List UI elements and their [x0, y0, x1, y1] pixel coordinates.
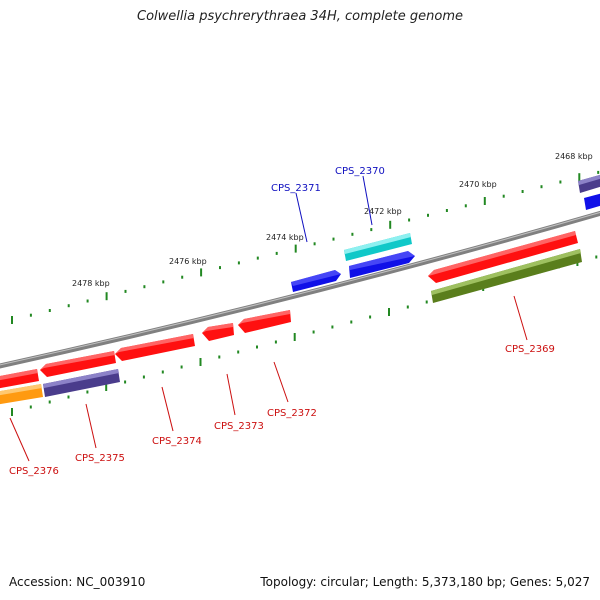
scale-label-2474: 2474 kbp	[266, 233, 304, 242]
gene-cps2369-a[interactable]	[428, 231, 578, 283]
leader-cps2373	[226, 373, 236, 416]
gene-cps2371[interactable]	[291, 270, 341, 292]
map-title: Colwellia psychrerythraea 34H, complete …	[137, 9, 463, 24]
leader-cps2374	[161, 386, 174, 432]
scale-label-2478: 2478 kbp	[72, 279, 110, 288]
leader-cps2370	[362, 175, 373, 226]
gene-label-cps2375[interactable]: CPS_2375	[75, 453, 125, 464]
gene-labels: CPS_2370 CPS_2371 CPS_2369 CPS_2372 CPS_…	[9, 166, 555, 477]
scale-label-2470: 2470 kbp	[459, 180, 497, 189]
gene-cps2373[interactable]	[202, 323, 234, 341]
forward-genes	[291, 174, 600, 292]
gene-label-cps2376[interactable]: CPS_2376	[9, 466, 59, 477]
gene-cps2370[interactable]	[349, 251, 415, 278]
leader-cps2371	[295, 192, 308, 243]
gene-cps2375-b[interactable]	[43, 369, 120, 397]
leader-cps2369	[513, 295, 528, 341]
gene-cps2372[interactable]	[238, 310, 291, 333]
gene-label-cps2374[interactable]: CPS_2374	[152, 436, 202, 447]
accession-text: Accession: NC_003910	[9, 575, 146, 589]
genome-summary-text: Topology: circular; Length: 5,373,180 bp…	[260, 575, 590, 589]
forward-scale-ticks	[11, 170, 600, 324]
gene-cps2374[interactable]	[115, 334, 195, 361]
leader-cps2375	[85, 403, 97, 449]
gene-label-cps2369[interactable]: CPS_2369	[505, 344, 555, 355]
leader-cps2376	[9, 417, 30, 462]
leader-cps2372	[273, 361, 289, 403]
gene-cps2375-a[interactable]	[40, 351, 116, 377]
scale-label-2468: 2468 kbp	[555, 152, 593, 161]
gene-cps2369-b[interactable]	[431, 249, 582, 303]
gene-label-cps2373[interactable]: CPS_2373	[214, 421, 264, 432]
gene-cps2376-b[interactable]	[0, 384, 43, 405]
gene-label-cps2370[interactable]: CPS_2370	[335, 166, 385, 177]
genome-backbone	[0, 210, 600, 369]
scale-labels: 2468 kbp 2470 kbp 2472 kbp 2474 kbp 2476…	[72, 152, 593, 288]
genome-backbone-highlight	[0, 211, 600, 366]
gene-right-blue[interactable]	[584, 193, 600, 210]
gene-cps2376-a[interactable]	[0, 369, 39, 389]
gene-label-cps2371[interactable]: CPS_2371	[271, 183, 321, 194]
gene-cps2370-product[interactable]	[344, 233, 412, 261]
reverse-genes	[0, 231, 582, 405]
scale-label-2476: 2476 kbp	[169, 257, 207, 266]
gene-right-navy[interactable]	[578, 174, 600, 193]
scale-label-2472: 2472 kbp	[364, 207, 402, 216]
gene-label-cps2372[interactable]: CPS_2372	[267, 408, 317, 419]
label-leaders	[9, 175, 528, 462]
